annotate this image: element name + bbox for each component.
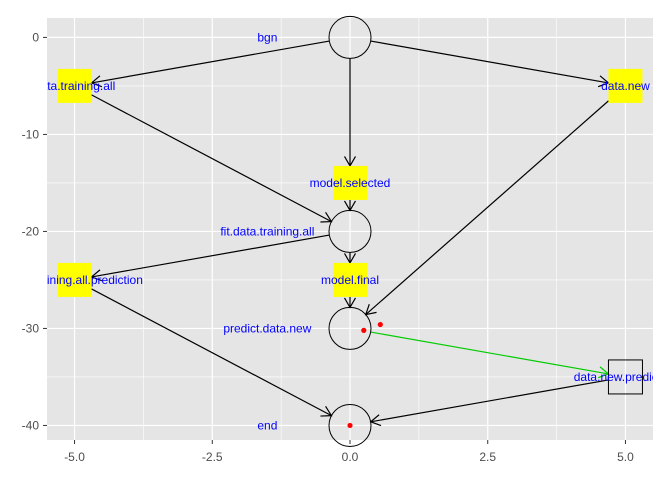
node-data-new-square: [608, 68, 643, 103]
node-fit-data-training-all-circle: [328, 209, 372, 253]
axis-ticks: -5.0 -2.5 0.0 2.5 5.0 0 -10 -20 -30 -40: [22, 30, 634, 464]
node-label-data-training-all: data.training.all: [34, 79, 115, 93]
x-tick-label: -5.0: [64, 450, 85, 464]
x-tick-label: 0.0: [342, 450, 359, 464]
edge-data-training-all-prediction-to-end: [91, 288, 332, 417]
nodes: [57, 15, 643, 447]
y-tick-label: -30: [22, 321, 40, 335]
x-tick-label: 2.5: [479, 450, 496, 464]
y-tick-label: -40: [22, 418, 40, 432]
node-label-fit-data-training-all: fit.data.training.all: [220, 224, 314, 238]
edges: [90, 40, 610, 427]
edge-bgn-to-data-training-all: [91, 40, 330, 84]
x-tick-label: -2.5: [202, 450, 223, 464]
node-data-training-all-prediction-square: [57, 262, 92, 297]
points: [347, 321, 383, 429]
x-tick-label: 5.0: [617, 450, 634, 464]
edge-fit-data-training-all-to-data-training-all-prediction: [91, 234, 330, 278]
node-label-model-final: model.final: [321, 273, 379, 287]
node-data-new-prediction-square: [607, 359, 643, 395]
node-bgn-circle: [328, 15, 372, 59]
edge-data-new-to-predict-data-new: [365, 100, 609, 316]
node-labels: bgn data.training.all data.new model.select…: [6, 30, 672, 432]
highlight-point: [347, 422, 353, 429]
node-data-training-all-square: [57, 68, 92, 103]
y-tick-label: 0: [32, 30, 39, 44]
node-label-model-selected: model.selected: [310, 176, 391, 190]
node-label-data-training-all-prediction: data.training.all.prediction: [6, 273, 143, 287]
node-label-end: end: [257, 418, 277, 432]
node-label-data-new: data.new: [601, 79, 650, 93]
node-model-selected-square: [333, 165, 367, 200]
y-tick-label: -20: [22, 224, 40, 238]
node-model-final-square: [333, 262, 367, 297]
node-end-circle: [328, 403, 372, 447]
highlight-point: [377, 321, 383, 328]
node-predict-data-new-circle: [328, 306, 372, 350]
edge-data-training-all-to-fit-data-training-all: [91, 94, 332, 223]
edge-predict-data-new-to-data-new-prediction: [370, 331, 609, 375]
node-label-data-new-prediction: data.new.prediction: [574, 370, 672, 384]
highlight-point: [361, 327, 367, 333]
edge-data-new-prediction-to-end: [370, 379, 609, 423]
y-tick-label: -10: [22, 127, 40, 141]
node-label-predict-data-new: predict.data.new: [223, 321, 311, 335]
edge-bgn-to-data-new: [370, 40, 609, 84]
node-label-bgn: bgn: [257, 30, 277, 44]
